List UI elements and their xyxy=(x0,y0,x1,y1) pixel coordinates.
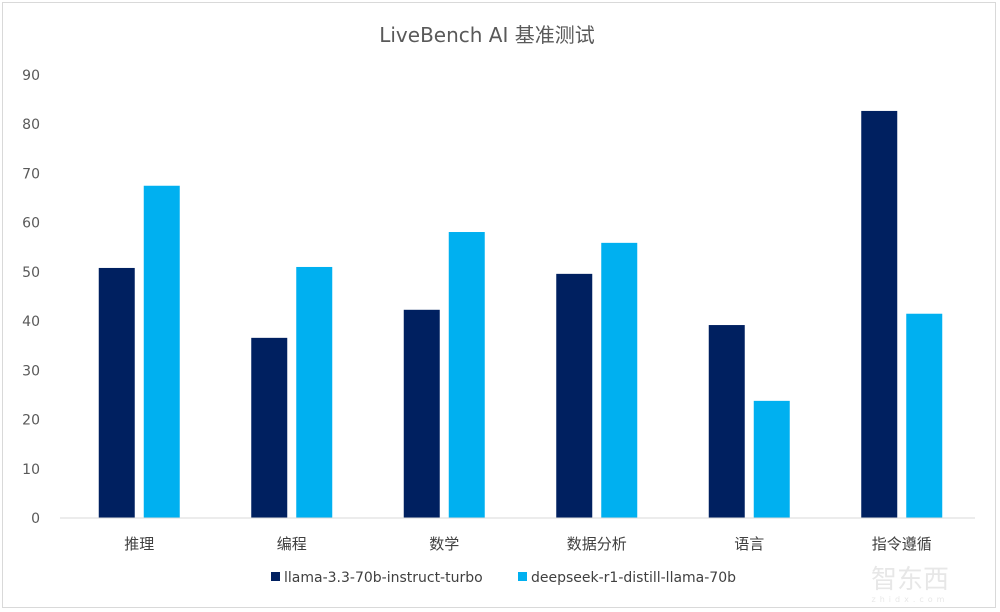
bar-deepseek xyxy=(753,400,790,518)
x-tick-label: 编程 xyxy=(277,535,307,553)
y-tick-label: 70 xyxy=(22,166,40,182)
bar-deepseek xyxy=(143,185,180,518)
bar-llama xyxy=(251,337,288,518)
y-tick-label: 50 xyxy=(22,265,40,281)
y-tick-label: 0 xyxy=(31,511,40,527)
x-tick-label: 数学 xyxy=(429,535,459,553)
watermark-logo: 智东西 zhidx.com xyxy=(871,565,949,604)
svg-text:智东西: 智东西 xyxy=(871,565,949,595)
x-tick-label: 指令遵循 xyxy=(872,535,932,553)
y-tick-label: 60 xyxy=(22,216,40,232)
y-tick-label: 80 xyxy=(22,117,40,133)
legend-swatch xyxy=(271,572,280,581)
bar-deepseek xyxy=(448,232,485,518)
legend-swatch xyxy=(518,572,527,581)
x-axis: 推理 编程 数学 数据分析 语言 指令遵循 xyxy=(124,535,932,553)
svg-text:zhidx.com: zhidx.com xyxy=(872,595,949,604)
bar-deepseek xyxy=(601,242,638,518)
x-tick-label: 数据分析 xyxy=(567,535,627,553)
bar-deepseek xyxy=(296,266,333,518)
x-tick-label: 语言 xyxy=(734,535,764,553)
x-tick-label: 推理 xyxy=(124,535,154,553)
bar-deepseek xyxy=(906,313,943,518)
legend-label: llama-3.3-70b-instruct-turbo xyxy=(284,570,483,586)
legend: llama-3.3-70b-instruct-turbo deepseek-r1-… xyxy=(271,570,736,586)
y-tick-label: 30 xyxy=(22,363,40,379)
y-tick-label: 10 xyxy=(22,462,40,478)
y-tick-label: 20 xyxy=(22,413,40,429)
legend-label: deepseek-r1-distill-llama-70b xyxy=(531,570,736,586)
y-tick-label: 40 xyxy=(22,314,40,330)
bar-llama xyxy=(403,309,440,518)
y-tick-label: 90 xyxy=(22,68,40,84)
bar-llama xyxy=(861,110,898,518)
bar-llama xyxy=(556,273,593,518)
chart-title: LiveBench AI 基准测试 xyxy=(379,23,595,47)
bar-llama xyxy=(98,267,135,518)
bars xyxy=(98,110,943,518)
y-axis: 0 10 20 30 40 50 60 70 80 90 xyxy=(22,68,40,527)
bar-llama xyxy=(708,325,745,518)
